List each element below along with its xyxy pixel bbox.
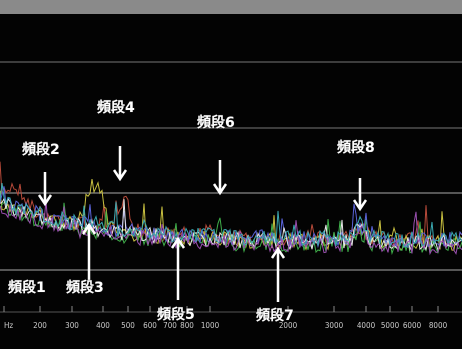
trace bbox=[0, 200, 462, 256]
trace bbox=[0, 183, 462, 248]
annotations: 頻段1 頻段2 頻段3 頻段4 頻段5 頻段6 頻段7 頻段8 bbox=[8, 99, 375, 325]
arrow bbox=[112, 146, 128, 182]
band-label: 頻段7 bbox=[256, 307, 294, 324]
band-label: 頻段5 bbox=[157, 306, 195, 323]
arrow bbox=[37, 172, 53, 207]
x-tick-label: 3000 bbox=[325, 321, 344, 330]
x-tick-label: 700 bbox=[163, 321, 177, 330]
band-label: 頻段6 bbox=[197, 114, 235, 131]
x-tick-label: 200 bbox=[33, 321, 47, 330]
band-label: 頻段4 bbox=[97, 99, 135, 116]
band-label: 頻段3 bbox=[66, 279, 104, 296]
x-tick-label: 4000 bbox=[357, 321, 376, 330]
x-tick-label: 1000 bbox=[201, 321, 220, 330]
x-tick-label: Hz bbox=[4, 321, 13, 330]
band-label: 頻段2 bbox=[22, 141, 60, 158]
top-bar bbox=[0, 0, 462, 14]
grid bbox=[0, 61, 462, 313]
arrow bbox=[270, 246, 286, 302]
arrow bbox=[352, 178, 368, 212]
x-tick-label: 300 bbox=[65, 321, 79, 330]
x-tick-label: 600 bbox=[143, 321, 157, 330]
x-tick-label: 6000 bbox=[403, 321, 422, 330]
x-tick-label: 2000 bbox=[279, 321, 298, 330]
x-tick-label: 800 bbox=[180, 321, 194, 330]
band-label: 頻段8 bbox=[337, 139, 375, 156]
arrows bbox=[37, 146, 368, 302]
x-tick-label: 5000 bbox=[381, 321, 400, 330]
x-axis: Hz 200 300 400 500 600 700 800 1000 2000 3000 4000 5… bbox=[3, 306, 448, 330]
arrow bbox=[212, 160, 228, 196]
arrow bbox=[81, 222, 97, 282]
band-label: 頻段1 bbox=[8, 279, 46, 296]
x-tick-label: 8000 bbox=[429, 321, 448, 330]
x-tick-label: 500 bbox=[121, 321, 135, 330]
arrow bbox=[170, 236, 186, 300]
x-tick-label: 400 bbox=[96, 321, 110, 330]
traces bbox=[0, 161, 462, 256]
